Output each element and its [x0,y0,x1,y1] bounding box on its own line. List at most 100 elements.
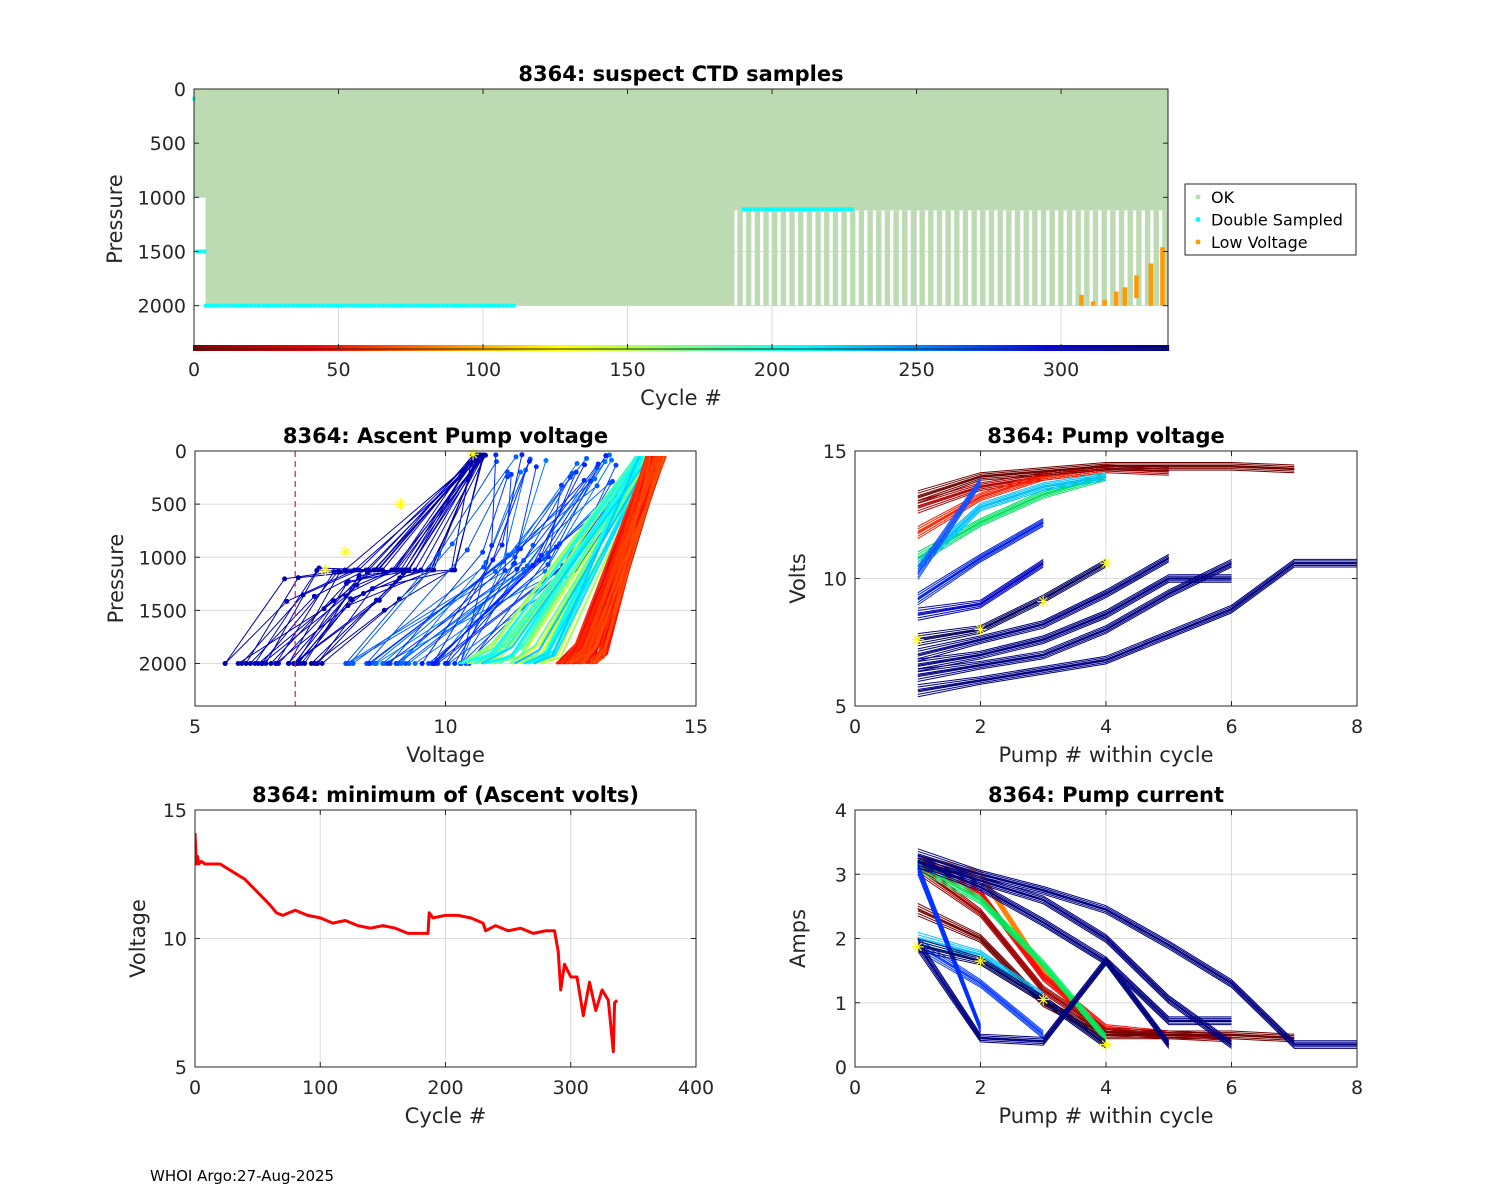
cycle-color-point [570,345,573,351]
cycle-color-point [484,345,488,351]
cycle-color-point [503,345,506,351]
profile-point [397,575,403,581]
profile-point [308,661,314,666]
cycle-color-point [854,345,858,351]
cycle-color-point [643,345,647,351]
cycle-color-point [795,345,798,351]
cycle-color-point [902,345,905,351]
cycle-color-point [967,345,970,351]
cycle-color-point [997,345,1001,351]
ok-profile [928,210,934,306]
cycle-color-point [353,345,356,351]
series-line-copy [917,862,1170,1046]
double-sampled-point [365,303,370,308]
marker-star [339,545,352,558]
profile-point [284,598,290,604]
x-tick-label: 250 [898,359,934,381]
cycle-color-point [818,345,821,351]
cycle-color-point [698,345,701,351]
cycle-color-point [453,345,456,351]
x-tick-label: 200 [754,359,790,381]
cycle-color-point [950,345,953,351]
cycle-color-point [872,345,875,351]
series-line-copy [917,580,1232,670]
cycle-color-point [334,345,337,351]
cycle-color-point [1161,345,1164,351]
cycle-color-point [995,345,998,351]
cycle-color-point [781,345,784,351]
axes-frame [193,88,1169,350]
profile-line [480,455,652,665]
series-line-copy [917,476,1107,568]
cycle-color-point [356,345,359,351]
cycle-color-point [207,345,210,351]
cycle-color-point [1047,345,1050,351]
profile-point [592,476,598,482]
cycle-color-point [970,345,973,351]
series-line-copy [917,466,1107,530]
cycle-color-point [945,345,949,351]
cycle-color-point [554,345,557,351]
cycle-color-point [224,345,227,351]
cycle-color-point [210,345,213,351]
series-line-late-3 [917,562,1044,615]
profile-point [345,603,351,609]
footer-stamp: WHOI Argo:27-Aug-2025 [150,1167,335,1185]
profile-point [243,661,249,666]
cycle-color-point [203,345,206,351]
cycle-color-point [1016,345,1019,351]
cycle-color-point [1106,345,1109,351]
cycle-color-point [1097,345,1100,351]
y-tick-label: 1 [835,993,847,1015]
ok-profile [1058,210,1064,306]
double-sampled-point [410,303,415,308]
cycle-color-point [561,345,564,351]
cycle-color-point [736,345,739,351]
cycle-color-point [575,345,579,351]
cycle-color-point [851,345,855,351]
legend-label: Double Sampled [1211,211,1343,230]
profile-point [371,567,377,573]
cycle-color-point [549,345,553,351]
double-sampled-point [760,207,764,212]
cycle-color-point [836,345,839,351]
profiles [222,452,667,666]
double-sampled-point [252,303,257,308]
cycle-color-point [682,345,686,351]
cycle-color-point [1051,345,1054,351]
profile-point [574,460,580,466]
cycle-color-point [408,345,411,351]
cycle-color-point [323,345,326,351]
cycle-color-point [396,345,399,351]
cycle-color-point [565,345,569,351]
ok-profile [841,210,847,306]
cycle-color-point [1122,345,1125,351]
series-line-copy [917,938,1232,1038]
series-line-final-5 [917,562,1357,692]
double-sampled-point [839,207,843,212]
cycle-color-point [1041,345,1044,351]
ok-profile [919,210,925,306]
series-line-late [917,944,1044,1036]
cycle-color-point [879,345,882,351]
cycle-color-point [807,345,810,351]
cycle-color-point [443,345,446,351]
x-tick-label: 15 [684,716,708,738]
marker-star [1037,993,1050,1006]
series-line-copy [917,850,1357,1043]
profile-point [504,469,510,475]
cycle-color-point [729,345,732,351]
cycle-color-point [380,345,384,351]
double-sampled-point [452,303,456,308]
cycle-color-point [587,345,590,351]
cycle-color-point [288,345,291,351]
cycle-color-point [895,345,898,351]
cycle-color-point [512,345,515,351]
profile-point [380,661,386,666]
profile-line [473,455,650,665]
cycle-color-point [385,345,388,351]
series-line-copy [917,863,1232,1037]
low-voltage-bar [1122,287,1128,306]
cycle-color-point [756,345,759,351]
